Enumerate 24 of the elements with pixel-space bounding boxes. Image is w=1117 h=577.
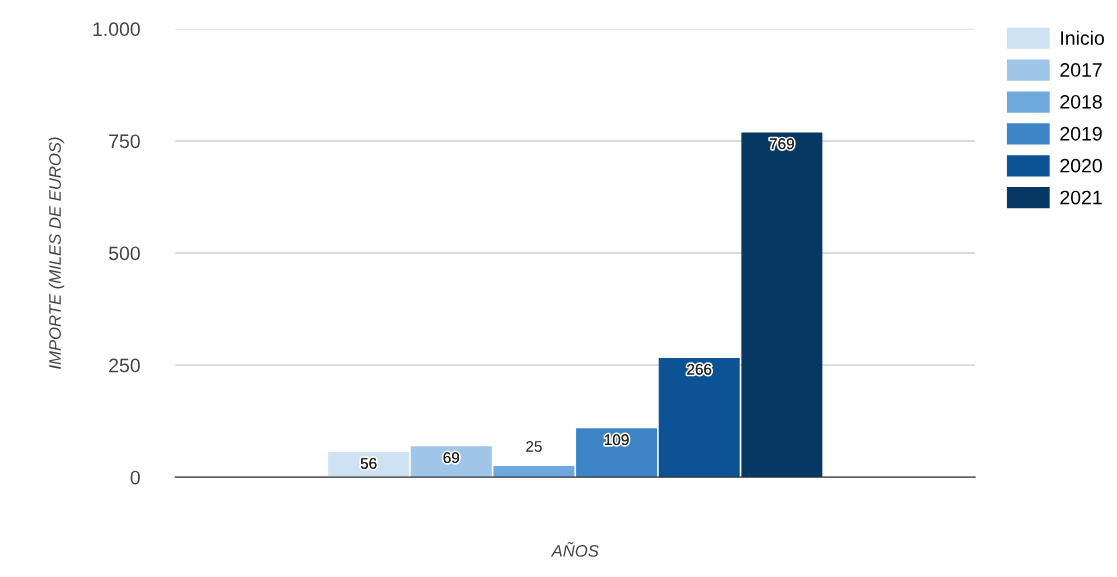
y-axis-title: IMPORTE (MILES DE EUROS) [48, 137, 65, 369]
y-tick-label: 0 [130, 470, 140, 485]
y-tick-label: 500 [108, 246, 140, 261]
y-tick-label: 750 [109, 134, 140, 149]
bar [576, 428, 658, 478]
bar [410, 446, 492, 478]
data-label: 69 [443, 452, 460, 464]
legend-label: 2017 [1060, 63, 1102, 77]
bar [658, 357, 740, 478]
bar [741, 132, 823, 478]
data-label: 56 [360, 458, 377, 469]
data-label: 25 [526, 441, 542, 452]
bar [493, 465, 575, 478]
legend-label: 2019 [1060, 126, 1102, 141]
legend-label: Inicio [1061, 30, 1104, 45]
x-axis-title: AÑOS [550, 541, 599, 557]
legend-label: 2018 [1060, 94, 1102, 109]
y-tick-label: 1.000 [93, 22, 140, 37]
data-label: 266 [687, 363, 712, 375]
data-label: 109 [605, 434, 629, 446]
legend-label: 2020 [1060, 158, 1102, 173]
y-tick-label: 250 [109, 358, 140, 373]
data-label: 769 [769, 138, 794, 150]
legend-label: 2021 [1060, 190, 1102, 205]
